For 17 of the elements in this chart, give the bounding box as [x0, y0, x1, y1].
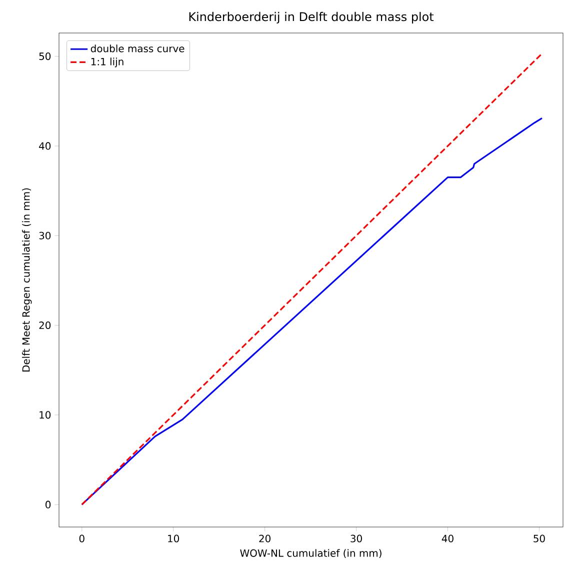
- y-tick-label: 0: [46, 500, 51, 508]
- y-tick-label: 50: [39, 52, 51, 60]
- y-tick-label: 20: [39, 321, 51, 330]
- x-tick-label: 50: [534, 534, 545, 542]
- y-tick-label: 30: [39, 232, 51, 240]
- y-tick-label: 40: [39, 142, 51, 150]
- chart-title: Kinderboerderij in Delft double mass plot: [189, 12, 434, 24]
- x-axis-title: WOW-NL cumulatief (in mm): [240, 549, 382, 558]
- x-tick-label: 40: [442, 534, 454, 542]
- y-tick-label: 10: [40, 411, 51, 419]
- x-tick-label: 30: [350, 534, 362, 542]
- x-tick-label: 0: [79, 534, 84, 542]
- y-axis-title: Delft Meet Regen cumulatief (in mm): [22, 188, 32, 372]
- x-tick-label: 10: [168, 534, 180, 542]
- legend-label: double mass curve: [90, 44, 184, 52]
- legend-label: 1:1 lijn: [91, 58, 124, 68]
- x-tick-label: 20: [259, 534, 270, 542]
